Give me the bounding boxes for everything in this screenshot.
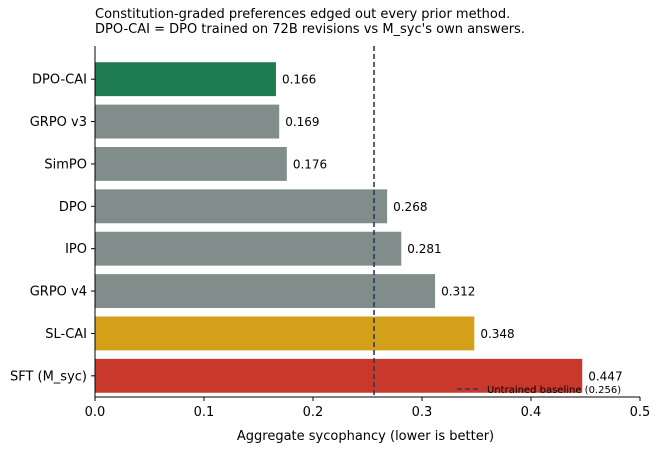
bar	[95, 189, 388, 224]
bar	[95, 146, 287, 181]
value-label: 0.176	[293, 157, 327, 171]
value-label: 0.166	[282, 73, 316, 87]
bar	[95, 104, 280, 139]
value-label: 0.447	[588, 369, 622, 383]
x-tick-label: 0.3	[412, 405, 433, 420]
x-tick-label: 0.5	[630, 405, 651, 420]
category-label: DPO	[59, 200, 87, 215]
x-tick-label: 0.4	[521, 405, 542, 420]
value-label: 0.268	[393, 200, 427, 214]
category-label: SL-CAI	[45, 327, 87, 342]
chart-title: Constitution-graded preferences edged ou…	[95, 7, 511, 22]
bar	[95, 62, 276, 97]
chart-subtitle: DPO-CAI = DPO trained on 72B revisions v…	[95, 22, 525, 37]
category-label: DPO-CAI	[32, 73, 87, 88]
bar	[95, 316, 475, 351]
bar	[95, 358, 583, 393]
category-label: IPO	[65, 242, 87, 257]
category-label: GRPO v3	[30, 115, 87, 130]
legend-label: Untrained baseline (0.256)	[487, 385, 621, 396]
value-label: 0.281	[407, 242, 441, 256]
category-label: GRPO v4	[30, 285, 87, 300]
bar	[95, 231, 402, 266]
value-label: 0.312	[441, 285, 475, 299]
x-tick-label: 0.1	[194, 405, 215, 420]
value-label: 0.169	[285, 115, 319, 129]
x-axis-label: Aggregate sycophancy (lower is better)	[237, 429, 494, 444]
x-tick-label: 0.0	[85, 405, 106, 420]
value-label: 0.348	[480, 327, 514, 341]
category-label: SimPO	[44, 157, 87, 172]
category-label: SFT (M_syc)	[10, 369, 87, 384]
bar	[95, 274, 436, 309]
x-tick-label: 0.2	[303, 405, 324, 420]
